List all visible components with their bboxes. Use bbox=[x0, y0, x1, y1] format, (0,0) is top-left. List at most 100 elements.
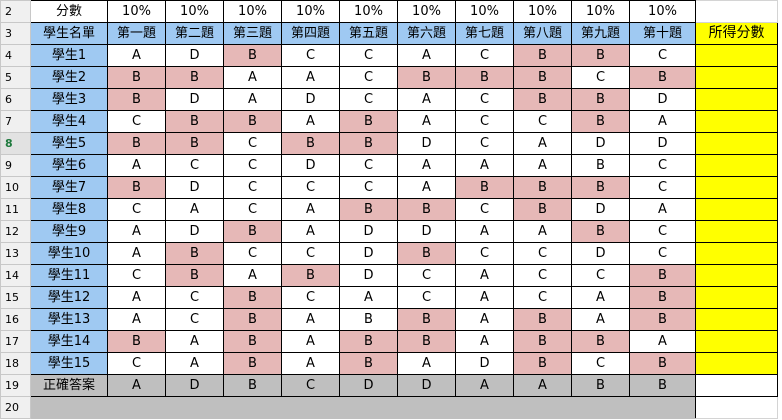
cell-empty[interactable] bbox=[339, 396, 398, 419]
cell-answer[interactable]: A bbox=[107, 286, 166, 309]
cell-percent[interactable]: 10% bbox=[165, 0, 224, 23]
cell-answer[interactable]: C bbox=[281, 286, 340, 309]
cell-answer[interactable]: C bbox=[107, 198, 166, 221]
cell-answer[interactable]: A bbox=[455, 286, 514, 309]
cell-score[interactable] bbox=[695, 220, 778, 243]
cell-answer[interactable]: B bbox=[513, 88, 572, 111]
cell-answer[interactable]: B bbox=[107, 176, 166, 199]
cell-percent[interactable]: 10% bbox=[629, 0, 696, 23]
row-header[interactable]: 17 bbox=[0, 330, 31, 353]
cell-answer[interactable]: D bbox=[339, 264, 398, 287]
cell-score[interactable] bbox=[695, 286, 778, 309]
cell-answer[interactable]: B bbox=[571, 88, 630, 111]
cell-answer[interactable]: B bbox=[513, 176, 572, 199]
cell-answer[interactable]: D bbox=[629, 132, 696, 155]
row-header[interactable]: 9 bbox=[0, 154, 31, 177]
cell-student-name[interactable]: 學生10 bbox=[30, 242, 108, 265]
cell-header-question[interactable]: 第八題 bbox=[513, 22, 572, 45]
row-header[interactable]: 19 bbox=[0, 374, 31, 397]
cell-answer[interactable]: A bbox=[223, 66, 282, 89]
cell-header-question[interactable]: 第一題 bbox=[107, 22, 166, 45]
cell-answer[interactable]: C bbox=[571, 352, 630, 375]
cell-student-name[interactable]: 學生4 bbox=[30, 110, 108, 133]
cell-answer[interactable]: C bbox=[165, 308, 224, 331]
cell-answer-key[interactable]: D bbox=[165, 374, 224, 397]
cell-answer[interactable]: C bbox=[165, 154, 224, 177]
cell-answer[interactable]: C bbox=[513, 110, 572, 133]
cell-empty[interactable] bbox=[695, 0, 778, 23]
row-header[interactable]: 12 bbox=[0, 220, 31, 243]
cell-answer[interactable]: B bbox=[629, 66, 696, 89]
cell-answer[interactable]: C bbox=[339, 154, 398, 177]
cell-answer[interactable]: B bbox=[397, 242, 456, 265]
cell-answer[interactable]: B bbox=[165, 242, 224, 265]
cell-student-name[interactable]: 學生8 bbox=[30, 198, 108, 221]
row-header[interactable]: 11 bbox=[0, 198, 31, 221]
cell-empty[interactable] bbox=[513, 396, 572, 419]
cell-answer[interactable]: A bbox=[107, 308, 166, 331]
cell-answer[interactable]: B bbox=[455, 66, 514, 89]
cell-answer[interactable]: B bbox=[571, 154, 630, 177]
row-header[interactable]: 15 bbox=[0, 286, 31, 309]
cell-answer[interactable]: D bbox=[397, 220, 456, 243]
cell-answer[interactable]: C bbox=[629, 154, 696, 177]
cell-answer[interactable]: C bbox=[571, 264, 630, 287]
cell-answer[interactable]: A bbox=[455, 308, 514, 331]
cell-score[interactable] bbox=[695, 66, 778, 89]
cell-student-name[interactable]: 學生2 bbox=[30, 66, 108, 89]
cell-header-score[interactable]: 所得分數 bbox=[695, 22, 778, 45]
cell-score[interactable] bbox=[695, 308, 778, 331]
cell-answer[interactable]: B bbox=[107, 132, 166, 155]
cell-answer[interactable]: A bbox=[107, 242, 166, 265]
cell-answer[interactable]: B bbox=[339, 352, 398, 375]
cell-answer[interactable]: C bbox=[223, 132, 282, 155]
cell-answer[interactable]: D bbox=[165, 88, 224, 111]
cell-answer[interactable]: C bbox=[513, 286, 572, 309]
cell-answer[interactable]: C bbox=[339, 44, 398, 67]
cell-answer[interactable]: C bbox=[281, 242, 340, 265]
cell-answer[interactable]: A bbox=[629, 330, 696, 353]
cell-answer[interactable]: A bbox=[571, 308, 630, 331]
cell-student-name[interactable]: 學生15 bbox=[30, 352, 108, 375]
cell-header-question[interactable]: 第十題 bbox=[629, 22, 696, 45]
cell-answer[interactable]: B bbox=[281, 132, 340, 155]
cell-answer[interactable]: B bbox=[513, 44, 572, 67]
cell-answer[interactable]: B bbox=[571, 176, 630, 199]
cell-answer-key[interactable]: B bbox=[223, 374, 282, 397]
row-header[interactable]: 6 bbox=[0, 88, 31, 111]
cell-header-question[interactable]: 第六題 bbox=[397, 22, 456, 45]
cell-answer[interactable]: B bbox=[513, 66, 572, 89]
cell-answer[interactable]: B bbox=[571, 330, 630, 353]
cell-answer[interactable]: A bbox=[397, 44, 456, 67]
cell-answer[interactable]: B bbox=[339, 198, 398, 221]
row-header[interactable]: 10 bbox=[0, 176, 31, 199]
cell-answer[interactable]: A bbox=[397, 110, 456, 133]
cell-answer[interactable]: A bbox=[397, 154, 456, 177]
cell-answer[interactable]: B bbox=[629, 352, 696, 375]
row-header[interactable]: 20 bbox=[0, 396, 31, 419]
cell-answer[interactable]: D bbox=[281, 88, 340, 111]
cell-answer[interactable]: A bbox=[397, 352, 456, 375]
cell-student-name[interactable]: 學生3 bbox=[30, 88, 108, 111]
cell-student-name[interactable]: 學生7 bbox=[30, 176, 108, 199]
cell-answer[interactable]: A bbox=[281, 110, 340, 133]
cell-score[interactable] bbox=[695, 176, 778, 199]
cell-answer-key[interactable]: D bbox=[339, 374, 398, 397]
cell-answer[interactable]: D bbox=[571, 198, 630, 221]
cell-score[interactable] bbox=[695, 264, 778, 287]
row-header[interactable]: 7 bbox=[0, 110, 31, 133]
cell-answer[interactable]: A bbox=[107, 154, 166, 177]
cell-answer[interactable]: C bbox=[223, 176, 282, 199]
cell-student-name[interactable]: 學生5 bbox=[30, 132, 108, 155]
cell-answer[interactable]: C bbox=[629, 176, 696, 199]
cell-percent-label[interactable]: 分數 bbox=[30, 0, 108, 23]
cell-answer[interactable]: C bbox=[455, 198, 514, 221]
cell-answer[interactable]: A bbox=[397, 88, 456, 111]
cell-answer[interactable]: B bbox=[223, 44, 282, 67]
cell-answer[interactable]: B bbox=[223, 286, 282, 309]
cell-answer[interactable]: C bbox=[223, 242, 282, 265]
cell-empty[interactable] bbox=[30, 396, 108, 419]
row-header[interactable]: 18 bbox=[0, 352, 31, 375]
row-header[interactable]: 8 bbox=[0, 132, 31, 155]
